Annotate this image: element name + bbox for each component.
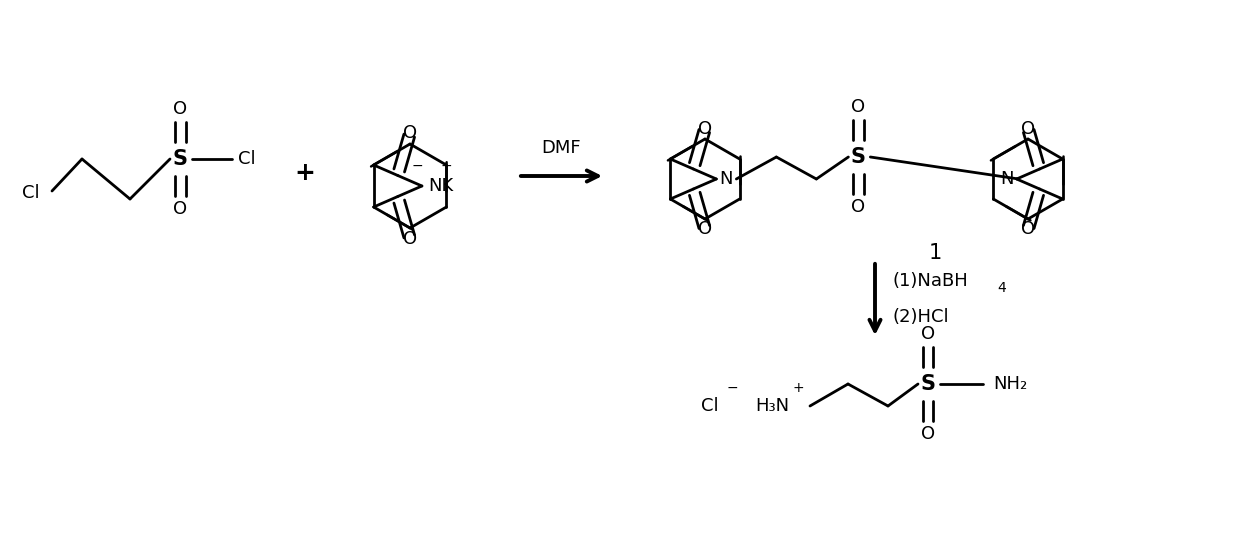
Text: S: S	[851, 147, 866, 167]
Text: 4: 4	[997, 280, 1006, 294]
Text: O: O	[921, 325, 935, 343]
Text: 1: 1	[928, 243, 942, 263]
Text: Cl: Cl	[22, 184, 40, 202]
Text: NH₂: NH₂	[992, 375, 1027, 393]
Text: O: O	[173, 200, 187, 218]
Text: DMF: DMF	[541, 139, 581, 157]
Text: −: −	[726, 381, 737, 395]
Text: Cl: Cl	[238, 150, 255, 168]
Text: H₃N: H₃N	[755, 397, 789, 415]
Text: N: N	[720, 170, 732, 188]
Text: −: −	[411, 159, 422, 173]
Text: +: +	[440, 159, 452, 173]
Text: O: O	[698, 120, 712, 138]
Text: O: O	[403, 229, 416, 248]
Text: S: S	[921, 374, 935, 394]
Text: O: O	[1021, 220, 1036, 238]
Text: O: O	[851, 198, 865, 216]
Text: O: O	[851, 98, 865, 116]
Text: Cl: Cl	[701, 397, 719, 415]
Text: O: O	[1021, 120, 1036, 138]
Text: N: N	[1000, 170, 1014, 188]
Text: +: +	[295, 161, 316, 185]
Text: S: S	[172, 149, 187, 169]
Text: O: O	[698, 220, 712, 238]
Text: (2)HCl: (2)HCl	[893, 309, 949, 326]
Text: O: O	[921, 425, 935, 443]
Text: (1)NaBH: (1)NaBH	[893, 272, 969, 291]
Text: O: O	[173, 100, 187, 118]
Text: +: +	[792, 381, 804, 395]
Text: NK: NK	[427, 177, 453, 195]
Text: O: O	[403, 124, 416, 143]
